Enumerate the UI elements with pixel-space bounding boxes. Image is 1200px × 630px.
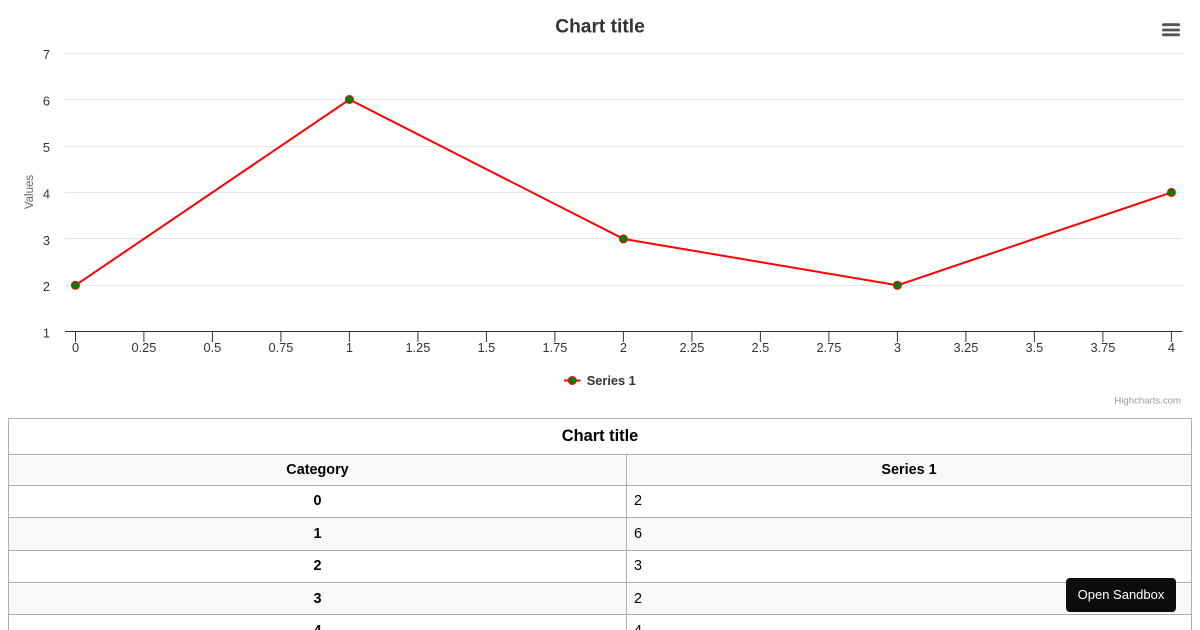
svg-text:2: 2	[43, 279, 50, 294]
svg-text:1.75: 1.75	[542, 340, 567, 355]
svg-text:2.5: 2.5	[752, 340, 770, 355]
svg-text:4: 4	[43, 187, 50, 202]
svg-text:Values: Values	[24, 175, 36, 210]
svg-text:Highcharts.com: Highcharts.com	[1114, 396, 1181, 407]
svg-text:0: 0	[72, 340, 79, 355]
svg-text:6: 6	[43, 94, 50, 109]
svg-text:2: 2	[620, 340, 627, 355]
svg-text:2.75: 2.75	[816, 340, 841, 355]
svg-text:3: 3	[43, 233, 50, 248]
svg-text:3.75: 3.75	[1090, 340, 1115, 355]
svg-text:0.25: 0.25	[131, 340, 156, 355]
svg-text:0.5: 0.5	[204, 340, 222, 355]
svg-text:0.75: 0.75	[268, 340, 293, 355]
svg-text:3.25: 3.25	[953, 340, 978, 355]
svg-text:Series 1: Series 1	[587, 373, 636, 388]
svg-text:1: 1	[346, 340, 353, 355]
svg-text:Chart title: Chart title	[555, 17, 645, 38]
svg-text:1: 1	[43, 326, 50, 341]
svg-text:4: 4	[1168, 340, 1175, 355]
svg-text:3.5: 3.5	[1026, 340, 1044, 355]
svg-text:7: 7	[43, 47, 50, 62]
svg-text:2.25: 2.25	[679, 340, 704, 355]
svg-text:1.5: 1.5	[478, 340, 496, 355]
svg-text:3: 3	[894, 340, 901, 355]
svg-text:1.25: 1.25	[405, 340, 430, 355]
svg-text:5: 5	[43, 140, 50, 155]
